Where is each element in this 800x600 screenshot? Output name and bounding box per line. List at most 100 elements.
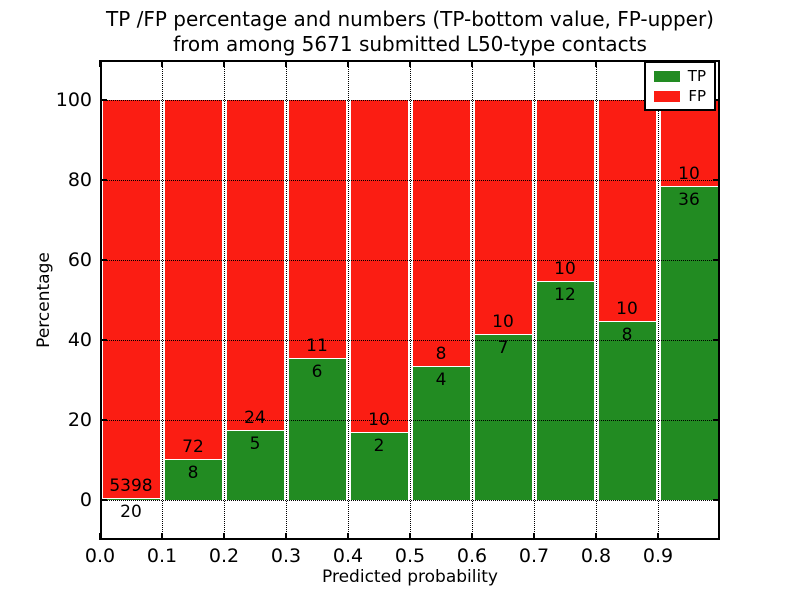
gridline-vertical xyxy=(658,60,659,540)
tp-count-label: 5 xyxy=(249,434,261,455)
gridline-vertical xyxy=(162,60,163,540)
chart-title-line2: from among 5671 submitted L50-type conta… xyxy=(173,32,647,56)
bar-tp-segment xyxy=(411,366,471,500)
bar-tp-segment xyxy=(473,335,533,500)
x-tick-mark xyxy=(99,533,101,540)
x-tick-label: 0.0 xyxy=(84,545,116,567)
bar-fp-segment xyxy=(535,100,595,282)
fp-count-label: 10 xyxy=(368,410,390,431)
x-tick-label: 0.5 xyxy=(394,545,426,567)
x-tick-mark xyxy=(161,533,163,540)
y-tick-mark xyxy=(713,499,720,501)
x-tick-mark xyxy=(409,533,411,540)
legend-item-tp: TP xyxy=(654,67,706,85)
bar-tp-segment xyxy=(287,358,347,500)
fp-count-label: 10 xyxy=(616,299,638,320)
fp-count-label: 72 xyxy=(182,437,204,457)
y-tick-mark xyxy=(713,99,720,101)
bar-tp-segment xyxy=(349,433,409,500)
tp-count-label: 20 xyxy=(120,501,142,522)
bar-fp-segment xyxy=(473,100,533,336)
tp-count-label: 8 xyxy=(187,463,199,483)
y-tick-label: 20 xyxy=(67,409,92,431)
y-tick-label: 80 xyxy=(67,169,92,191)
x-tick-label: 0.2 xyxy=(208,545,240,567)
bar-fp-segment xyxy=(349,100,409,434)
y-tick-label: 40 xyxy=(67,329,92,351)
bar-fp-segment xyxy=(101,100,161,499)
gridline-vertical xyxy=(224,60,225,540)
x-tick-mark xyxy=(161,60,163,67)
y-tick-mark xyxy=(713,259,720,261)
tp-count-label: 36 xyxy=(678,189,700,210)
x-tick-mark xyxy=(657,533,659,540)
x-tick-label: 0.8 xyxy=(580,545,612,567)
bar-tp-segment xyxy=(225,431,285,500)
y-tick-mark xyxy=(100,259,107,261)
fp-count-label: 10 xyxy=(554,258,576,279)
gridline-vertical xyxy=(410,60,411,540)
y-tick-mark xyxy=(713,179,720,181)
x-axis-label: Predicted probability xyxy=(322,567,498,587)
tp-count-label: 4 xyxy=(435,369,447,390)
fp-count-label: 8 xyxy=(435,343,447,364)
fp-count-label: 11 xyxy=(306,335,328,356)
tp-count-label: 2 xyxy=(373,436,385,457)
y-tick-mark xyxy=(713,419,720,421)
legend-label-fp: FP xyxy=(688,87,706,105)
x-tick-mark xyxy=(595,60,597,67)
y-tick-mark xyxy=(100,179,107,181)
fp-count-label: 10 xyxy=(492,312,514,333)
legend-swatch-fp xyxy=(654,90,681,102)
bar-tp-segment xyxy=(597,322,657,500)
y-tick-mark xyxy=(100,419,107,421)
gridline-vertical xyxy=(596,60,597,540)
gridline-vertical xyxy=(286,60,287,540)
x-tick-mark xyxy=(471,533,473,540)
bar-fp-segment xyxy=(597,100,657,323)
x-tick-mark xyxy=(533,60,535,67)
plot-area: 5398 20 72 8 24 5 11 6 10 2 8 4 10 7 10 12 10 8 10 36 xyxy=(99,60,720,540)
tp-count-label: 8 xyxy=(621,325,633,346)
tp-count-label: 7 xyxy=(497,338,509,359)
gridline-vertical xyxy=(534,60,535,540)
x-tick-mark xyxy=(409,60,411,67)
x-tick-mark xyxy=(533,533,535,540)
x-tick-mark xyxy=(223,60,225,67)
x-tick-mark xyxy=(347,60,349,67)
tp-count-label: 12 xyxy=(554,284,576,305)
y-tick-label: 100 xyxy=(55,89,92,111)
x-tick-label: 0.3 xyxy=(270,545,302,567)
tp-count-label: 6 xyxy=(311,361,323,382)
x-tick-mark xyxy=(285,60,287,67)
y-tick-label: 0 xyxy=(79,489,92,511)
y-tick-label: 60 xyxy=(67,249,92,271)
bar-fp-segment xyxy=(287,100,347,359)
legend-item-fp: FP xyxy=(654,87,706,105)
bar-fp-segment xyxy=(411,100,471,367)
legend-label-tp: TP xyxy=(687,67,706,85)
bar-fp-segment xyxy=(225,100,285,432)
bar-fp-segment xyxy=(659,100,719,187)
x-tick-label: 0.9 xyxy=(642,545,674,567)
bar-tp-segment xyxy=(535,281,595,500)
y-tick-mark xyxy=(713,339,720,341)
bar-fp-segment xyxy=(163,100,223,460)
x-tick-label: 0.6 xyxy=(456,545,488,567)
chart-title-line1: TP /FP percentage and numbers (TP-bottom… xyxy=(106,7,714,31)
fp-count-label: 24 xyxy=(244,408,266,429)
y-tick-mark xyxy=(100,99,107,101)
bar-tp-segment xyxy=(163,460,223,500)
y-tick-mark xyxy=(100,339,107,341)
x-tick-mark xyxy=(471,60,473,67)
y-tick-mark xyxy=(100,499,107,501)
gridline-vertical xyxy=(472,60,473,540)
legend-swatch-tp xyxy=(654,70,680,82)
fp-count-label: 10 xyxy=(678,163,700,184)
gridline-vertical xyxy=(348,60,349,540)
x-tick-label: 0.7 xyxy=(518,545,550,567)
x-tick-mark xyxy=(99,60,101,67)
x-tick-label: 0.4 xyxy=(332,545,364,567)
x-tick-mark xyxy=(285,533,287,540)
